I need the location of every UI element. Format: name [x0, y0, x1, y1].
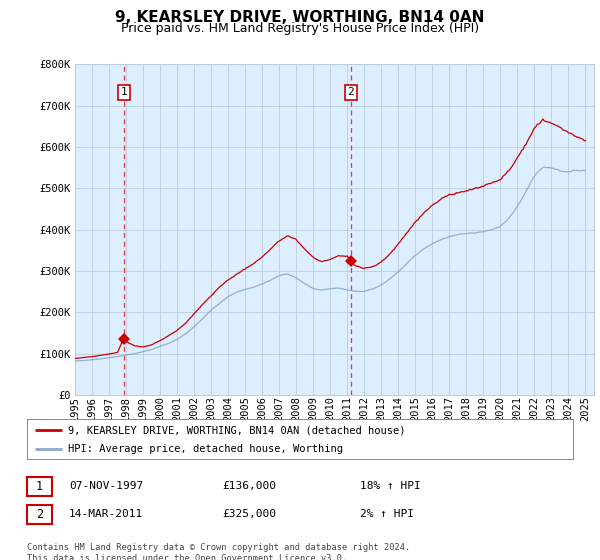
Text: Contains HM Land Registry data © Crown copyright and database right 2024.
This d: Contains HM Land Registry data © Crown c… — [27, 543, 410, 560]
Text: HPI: Average price, detached house, Worthing: HPI: Average price, detached house, Wort… — [68, 444, 343, 454]
Text: 2: 2 — [347, 87, 354, 97]
Text: 9, KEARSLEY DRIVE, WORTHING, BN14 0AN: 9, KEARSLEY DRIVE, WORTHING, BN14 0AN — [115, 10, 485, 25]
Text: 18% ↑ HPI: 18% ↑ HPI — [360, 481, 421, 491]
Text: 1: 1 — [120, 87, 127, 97]
Text: 14-MAR-2011: 14-MAR-2011 — [69, 509, 143, 519]
Text: 2% ↑ HPI: 2% ↑ HPI — [360, 509, 414, 519]
Text: 1: 1 — [36, 479, 43, 493]
Text: Price paid vs. HM Land Registry's House Price Index (HPI): Price paid vs. HM Land Registry's House … — [121, 22, 479, 35]
Text: 9, KEARSLEY DRIVE, WORTHING, BN14 0AN (detached house): 9, KEARSLEY DRIVE, WORTHING, BN14 0AN (d… — [68, 425, 406, 435]
Text: 07-NOV-1997: 07-NOV-1997 — [69, 481, 143, 491]
Text: £136,000: £136,000 — [222, 481, 276, 491]
Text: 2: 2 — [36, 507, 43, 521]
Text: £325,000: £325,000 — [222, 509, 276, 519]
